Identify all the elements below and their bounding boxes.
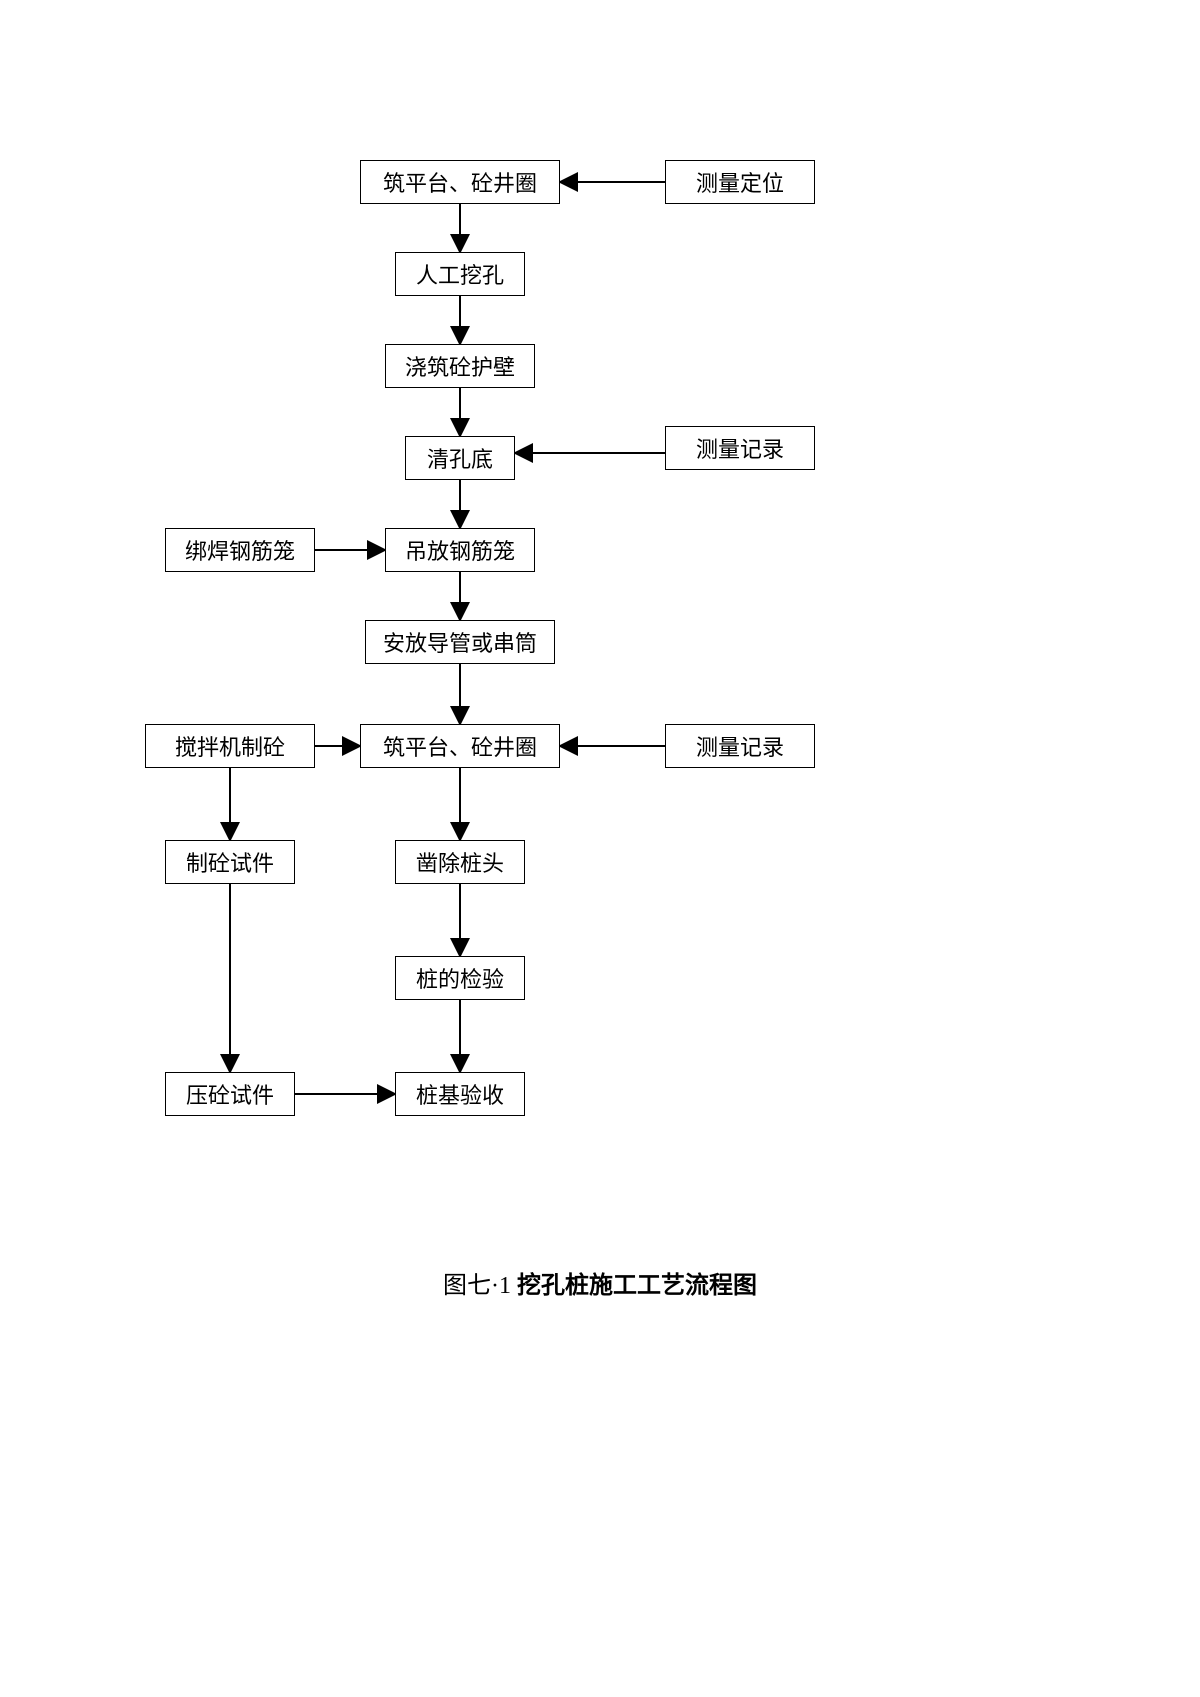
flow-node: 测量定位 — [665, 160, 815, 204]
flow-node: 桩的检验 — [395, 956, 525, 1000]
flowchart-page: 图七·1 挖孔桩施工工艺流程图 筑平台、砼井圈测量定位人工挖孔浇筑砼护壁清孔底测… — [0, 0, 1200, 1697]
flow-node: 清孔底 — [405, 436, 515, 480]
flow-node: 测量记录 — [665, 724, 815, 768]
flow-node: 筑平台、砼井圈 — [360, 160, 560, 204]
flow-node: 测量记录 — [665, 426, 815, 470]
caption-title: 挖孔桩施工工艺流程图 — [517, 1273, 757, 1299]
flow-node: 搅拌机制砼 — [145, 724, 315, 768]
flow-node: 压砼试件 — [165, 1072, 295, 1116]
caption-prefix: 图七·1 — [443, 1273, 517, 1299]
flow-node: 筑平台、砼井圈 — [360, 724, 560, 768]
flow-node: 制砼试件 — [165, 840, 295, 884]
flow-node: 桩基验收 — [395, 1072, 525, 1116]
flow-node: 人工挖孔 — [395, 252, 525, 296]
flow-node: 吊放钢筋笼 — [385, 528, 535, 572]
flow-node: 安放导管或串筒 — [365, 620, 555, 664]
figure-caption: 图七·1 挖孔桩施工工艺流程图 — [0, 1265, 1200, 1300]
flow-node: 绑焊钢筋笼 — [165, 528, 315, 572]
flow-node: 浇筑砼护壁 — [385, 344, 535, 388]
flow-node: 凿除桩头 — [395, 840, 525, 884]
